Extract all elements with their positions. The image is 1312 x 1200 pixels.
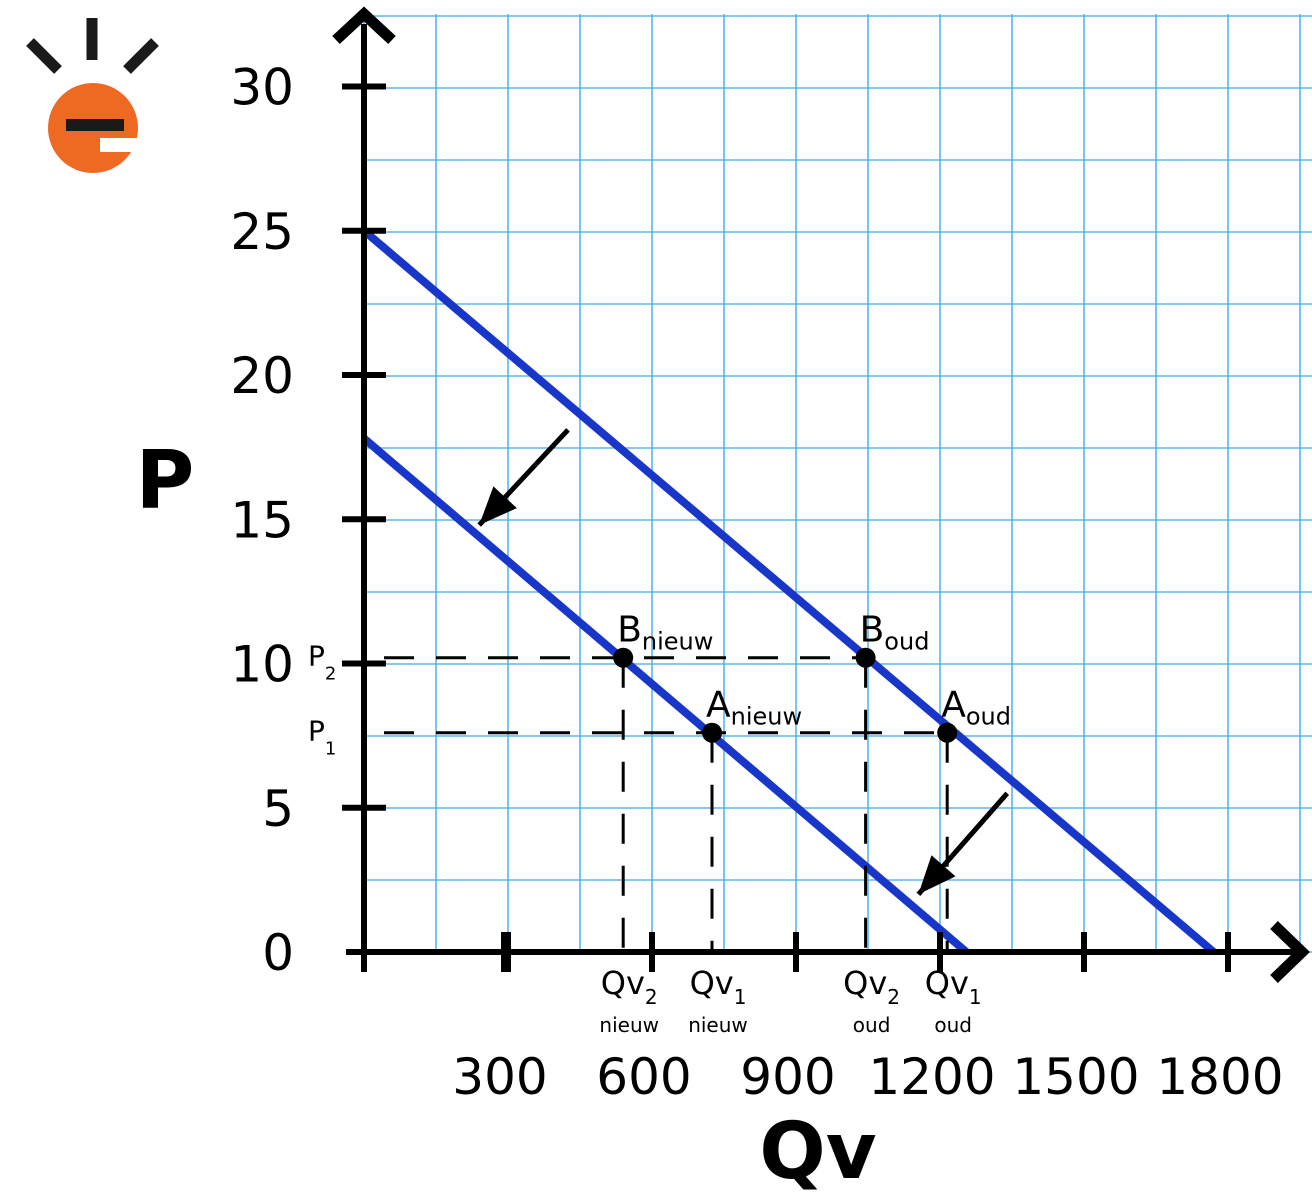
x-axis-title: Qv [759,1107,876,1197]
logo-bar [66,119,124,131]
quantity-label: Qv1 [690,964,747,1009]
x-tick-label: 1500 [1012,1048,1139,1106]
e-logo: e [26,18,159,173]
y-tick-label: 20 [230,347,294,405]
y-tick-label: 5 [262,780,294,838]
point-marker [702,722,722,743]
y-tick-label: 25 [230,203,294,261]
quantity-sublabel: oud [934,1013,972,1037]
y-axis-title: P [136,434,195,527]
shift-arrows [477,428,1010,896]
y-axis-arrow [332,6,396,45]
quantity-label: Qv1 [925,964,982,1009]
quantity-label: Qv2 [843,964,900,1009]
shift-arrowhead [479,486,517,526]
y-tick-label: 15 [230,491,294,549]
point-marker [937,722,958,743]
grid [363,14,1312,953]
x-tick-label: 600 [596,1048,691,1106]
point-label: Aoud [941,685,1011,731]
x-tick-label: 1200 [868,1048,995,1106]
y-tick-label: 30 [230,59,294,117]
labels: 0 5 10 15 20 25 30 300 600 900 1200 1500 1800 Bnieuw A… [230,59,1283,1107]
quantity-label: Qv2 [601,964,658,1009]
point-label: Boud [860,610,930,656]
logo-gap [100,138,145,152]
axes [332,6,1310,983]
logo-ray-left [26,38,62,74]
price-label: P2 [308,640,336,685]
quantity-sublabel: nieuw [599,1013,659,1037]
demand-line-2 [361,435,969,956]
x-tick-label: 1800 [1156,1048,1283,1106]
point-label: Bnieuw [617,610,713,656]
points [613,647,958,743]
quantity-sublabel: nieuw [688,1013,748,1037]
logo-ray-right [123,38,159,74]
quantity-sublabel: oud [853,1013,891,1037]
x-tick-label: 900 [740,1048,835,1106]
y-tick-label: 0 [262,924,294,982]
y-tick-label: 10 [230,636,294,694]
x-axis-arrow [1270,921,1310,983]
price-label: P1 [308,715,336,760]
x-tick-label: 300 [452,1048,547,1106]
shift-arrowhead [918,855,956,895]
point-marker [613,647,634,668]
demand-line-1 [361,227,1217,956]
point-label: Anieuw [706,685,802,731]
guide-lines [384,656,949,952]
point-marker [855,647,876,668]
